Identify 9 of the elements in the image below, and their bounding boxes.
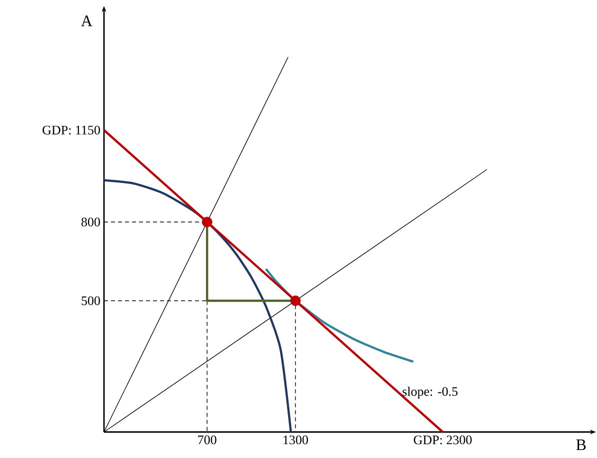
y-tick-label: GDP: 1150 <box>42 126 100 135</box>
y-axis-title: A <box>81 16 92 26</box>
annotation: slope: -0.5 <box>402 386 458 399</box>
x-tick-label: 700 <box>198 436 216 444</box>
x-axis-title: B <box>576 440 586 450</box>
x-tick-label: GDP: 2300 <box>414 436 472 444</box>
x-tick-label: 1300 <box>284 436 308 444</box>
y-tick-label: 500 <box>82 296 100 306</box>
y-tick-label: 800 <box>81 218 100 226</box>
